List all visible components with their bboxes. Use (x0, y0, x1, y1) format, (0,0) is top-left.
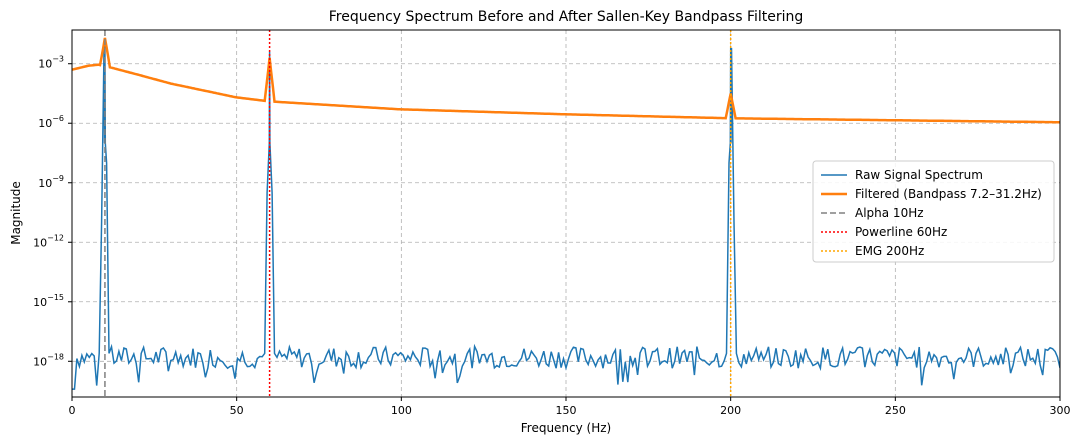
legend-label: EMG 200Hz (855, 244, 924, 258)
legend: Raw Signal Spectrum Filtered (Bandpass 7.… (812, 160, 1055, 263)
y-tick-label: 10−15 (33, 293, 64, 309)
filtered-spectrum-line (72, 37, 1060, 124)
x-tick-label: 300 (1050, 404, 1071, 417)
chart-title: Frequency Spectrum Before and After Sall… (329, 9, 804, 25)
legend-label: Raw Signal Spectrum (855, 168, 983, 182)
y-axis-label: Magnitude (9, 181, 23, 245)
raw-spectrum-line (72, 43, 1060, 390)
legend-label: Alpha 10Hz (855, 206, 924, 220)
y-tick-label: 10−12 (33, 233, 64, 249)
x-tick-label: 200 (720, 404, 741, 417)
x-axis-label: Frequency (Hz) (521, 421, 612, 435)
x-tick-label: 250 (885, 404, 906, 417)
x-tick-label: 0 (69, 404, 76, 417)
y-tick-label: 10−9 (38, 174, 64, 190)
y-tick-label: 10−18 (33, 352, 64, 368)
x-tick-label: 100 (391, 404, 412, 417)
ticks: 0 50 100 150 200 250 300 10−3 10−6 10−9 10−12 10−15… (33, 55, 1070, 417)
x-tick-label: 50 (230, 404, 244, 417)
legend-label: Powerline 60Hz (855, 225, 947, 239)
legend-label: Filtered (Bandpass 7.2–31.2Hz) (855, 187, 1042, 201)
y-tick-label: 10−3 (38, 55, 64, 71)
legend-box (812, 160, 1055, 263)
x-tick-label: 150 (556, 404, 577, 417)
y-tick-label: 10−6 (38, 114, 64, 130)
series-layer (72, 30, 1060, 397)
